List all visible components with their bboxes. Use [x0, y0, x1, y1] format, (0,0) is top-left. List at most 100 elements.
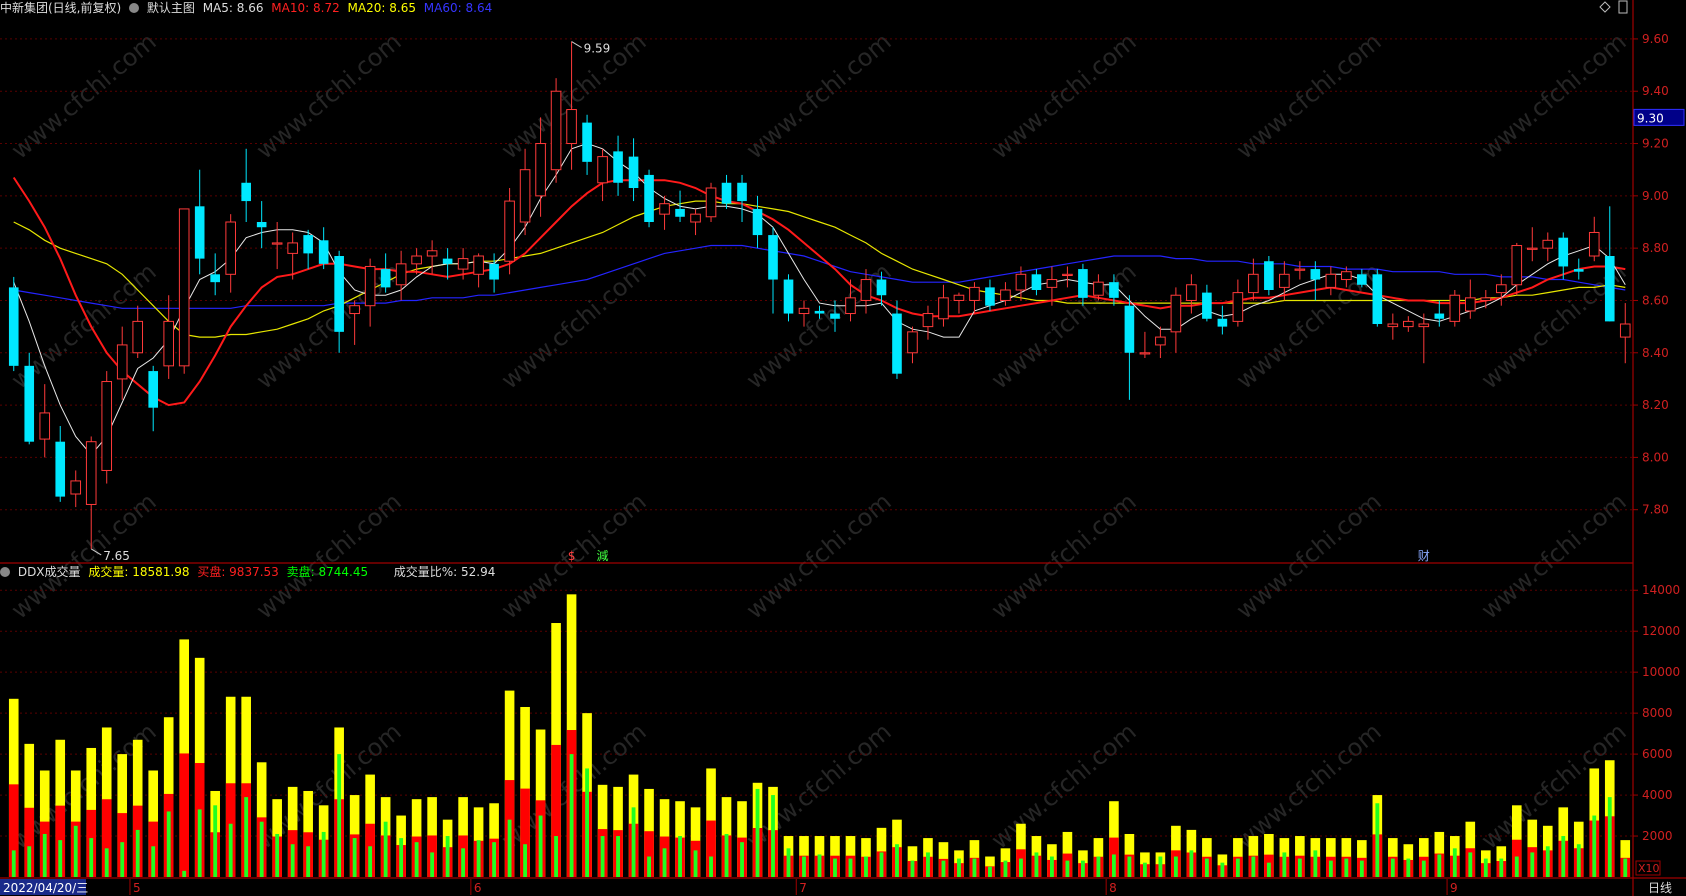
candle-body-up[interactable] [395, 263, 407, 286]
candle-body-up[interactable] [39, 412, 51, 440]
candle-body-down[interactable] [1202, 292, 1212, 319]
candle-body-up[interactable] [349, 305, 360, 315]
candle-body-up[interactable] [969, 286, 980, 301]
candle-body-down[interactable] [1357, 274, 1367, 285]
candle-body-down[interactable] [1372, 274, 1383, 324]
candle-body-down[interactable] [380, 269, 391, 288]
candle-body-up[interactable] [1139, 352, 1151, 355]
candle-body-down[interactable] [489, 263, 499, 280]
candle-body-up[interactable] [1418, 323, 1430, 328]
candle-body-up[interactable] [953, 294, 965, 301]
candle-body-up[interactable] [225, 221, 236, 275]
stock-title[interactable]: 中新集团(日线,前复权) [0, 1, 122, 15]
candle-body-down[interactable] [830, 313, 840, 319]
candle-body-down[interactable] [644, 174, 654, 222]
candle-body-up[interactable] [519, 169, 531, 223]
scroll-icon[interactable] [1618, 0, 1628, 14]
candle-body-down[interactable] [303, 235, 313, 254]
candle-body-up[interactable] [70, 480, 82, 495]
candle-body-down[interactable] [876, 279, 887, 296]
volume-bars[interactable] [8, 594, 1631, 877]
candle-body-down[interactable] [241, 182, 251, 202]
candle-body-down[interactable] [334, 256, 344, 332]
candle-body-down[interactable] [55, 441, 66, 497]
candle-body-down[interactable] [1573, 269, 1584, 272]
candle-body-up[interactable] [473, 255, 484, 275]
candle-body-up[interactable] [101, 381, 113, 471]
candle-body-up[interactable] [1046, 279, 1058, 288]
candle-body-up[interactable] [1526, 247, 1538, 250]
indicator-name[interactable]: DDX成交量 [17, 565, 81, 579]
candle-body-up[interactable] [1495, 284, 1507, 294]
candle-body-down[interactable] [256, 222, 267, 228]
candle-body-down[interactable] [442, 258, 453, 264]
candle-body-down[interactable] [721, 182, 732, 204]
candle-body-down[interactable] [1078, 269, 1088, 298]
candle-body-up[interactable] [1325, 273, 1337, 288]
candle-body-up[interactable] [1511, 245, 1523, 286]
candle-body-up[interactable] [1480, 297, 1492, 301]
event-marker-finance[interactable]: 财 [1418, 549, 1430, 563]
candle-body-down[interactable] [318, 240, 329, 264]
candle-body-up[interactable] [163, 320, 175, 367]
candle-body-up[interactable] [550, 90, 562, 171]
candle-body-up[interactable] [1619, 323, 1631, 338]
candle-body-up[interactable] [1588, 231, 1600, 257]
candle-body-up[interactable] [922, 313, 934, 328]
candle-body-up[interactable] [1464, 297, 1476, 312]
candle-body-up[interactable] [1015, 273, 1027, 291]
candle-body-up[interactable] [1403, 320, 1414, 328]
candle-body-down[interactable] [613, 151, 623, 183]
candle-body-up[interactable] [287, 242, 298, 254]
candle-body-up[interactable] [504, 200, 515, 262]
candle-body-up[interactable] [364, 265, 376, 307]
candle-body-up[interactable] [907, 331, 918, 354]
diamond-icon[interactable] [1599, 1, 1611, 13]
candle-body-down[interactable] [1604, 256, 1615, 322]
candle-body-down[interactable] [8, 287, 19, 366]
candle-body-down[interactable] [737, 182, 747, 202]
candle-body-up[interactable] [705, 187, 717, 218]
candle-body-up[interactable] [1279, 273, 1290, 288]
candle-body-up[interactable] [938, 297, 949, 320]
candle-body-up[interactable] [426, 250, 438, 257]
candle-body-down[interactable] [628, 156, 639, 188]
candle-body-up[interactable] [116, 344, 128, 380]
period-label[interactable]: 日线 [1648, 881, 1672, 895]
candle-body-up[interactable] [1449, 294, 1461, 322]
candle-body-up[interactable] [1542, 239, 1554, 249]
candle-body-up[interactable] [178, 208, 190, 367]
event-marker-reduce[interactable]: 減 [597, 548, 609, 563]
candle-body-down[interactable] [1264, 261, 1274, 290]
candle-body-down[interactable] [985, 287, 995, 306]
candle-body-up[interactable] [1170, 294, 1182, 333]
candle-body-up[interactable] [85, 441, 97, 505]
candle-body-down[interactable] [1109, 282, 1119, 298]
candle-body-up[interactable] [860, 279, 872, 301]
candle-body-down[interactable] [1310, 269, 1321, 280]
candle-body-up[interactable] [597, 156, 608, 184]
candle-body-down[interactable] [582, 122, 592, 162]
candle-body-up[interactable] [457, 258, 469, 270]
candle-body-down[interactable] [1031, 274, 1042, 290]
candle-body-down[interactable] [1434, 313, 1445, 319]
event-marker-dividend[interactable]: $ [568, 549, 576, 563]
candle-body-down[interactable] [1558, 237, 1569, 267]
candle-body-up[interactable] [1248, 273, 1259, 294]
candle-body-up[interactable] [1294, 268, 1306, 271]
candles[interactable] [8, 41, 1631, 549]
candle-body-down[interactable] [892, 313, 902, 374]
candle-body-up[interactable] [1155, 336, 1166, 346]
candle-body-up[interactable] [1093, 281, 1104, 296]
candle-body-down[interactable] [1124, 305, 1135, 353]
candle-body-up[interactable] [1186, 284, 1197, 301]
candle-body-down[interactable] [148, 371, 159, 408]
candle-body-up[interactable] [1000, 289, 1011, 301]
candle-body-up[interactable] [845, 297, 856, 315]
candle-body-down[interactable] [1217, 318, 1228, 327]
candle-body-up[interactable] [798, 307, 810, 315]
main-chart-label[interactable]: 默认主图 [146, 1, 195, 15]
candle-body-up[interactable] [690, 213, 701, 223]
candle-body-down[interactable] [675, 208, 685, 217]
